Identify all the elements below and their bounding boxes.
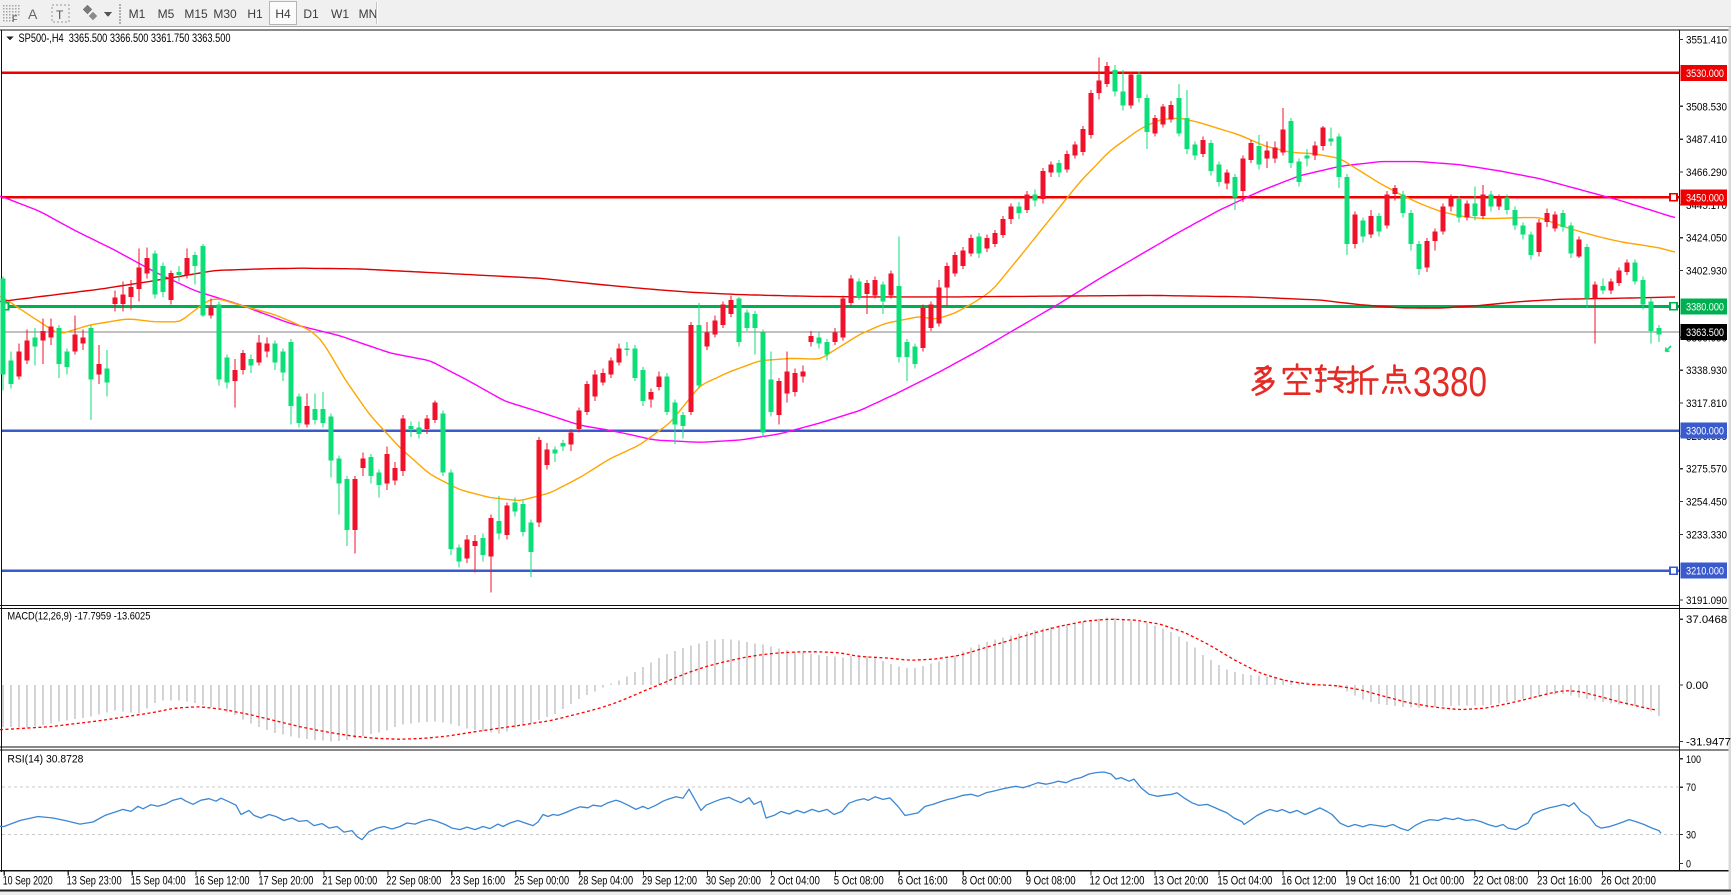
svg-text:W1: W1 xyxy=(331,7,349,21)
svg-text:12 Oct 12:00: 12 Oct 12:00 xyxy=(1090,874,1145,888)
svg-text:17 Sep 20:00: 17 Sep 20:00 xyxy=(258,874,313,888)
svg-text:3363.500: 3363.500 xyxy=(1686,327,1724,339)
svg-text:D1: D1 xyxy=(303,7,319,21)
svg-text:3317.810: 3317.810 xyxy=(1686,398,1727,410)
svg-text:3275.570: 3275.570 xyxy=(1686,464,1727,476)
svg-text:MACD(12,26,9) -17.7959 -13.602: MACD(12,26,9) -17.7959 -13.6025 xyxy=(7,611,150,623)
svg-text:13 Oct 20:00: 13 Oct 20:00 xyxy=(1153,874,1208,888)
svg-text:23 Oct 16:00: 23 Oct 16:00 xyxy=(1537,874,1592,888)
svg-text:M15: M15 xyxy=(184,7,208,21)
svg-text:3424.050: 3424.050 xyxy=(1686,233,1727,245)
svg-text:3508.530: 3508.530 xyxy=(1686,101,1727,113)
svg-text:23 Sep 16:00: 23 Sep 16:00 xyxy=(450,874,505,888)
svg-text:M5: M5 xyxy=(158,7,175,21)
svg-text:37.0468: 37.0468 xyxy=(1686,614,1727,626)
svg-text:3254.450: 3254.450 xyxy=(1686,497,1727,509)
svg-text:3551.410: 3551.410 xyxy=(1686,35,1727,47)
svg-text:M1: M1 xyxy=(129,7,146,21)
svg-text:70: 70 xyxy=(1686,782,1696,794)
svg-text:6 Oct 16:00: 6 Oct 16:00 xyxy=(898,874,948,888)
svg-text:16 Oct 12:00: 16 Oct 12:00 xyxy=(1281,874,1336,888)
svg-text:0: 0 xyxy=(1686,859,1691,871)
svg-text:21 Oct 00:00: 21 Oct 00:00 xyxy=(1409,874,1464,888)
svg-text:MN: MN xyxy=(359,7,378,21)
svg-text:10 Sep 2020: 10 Sep 2020 xyxy=(3,874,53,888)
svg-text:3530.000: 3530.000 xyxy=(1686,68,1724,80)
svg-text:3233.330: 3233.330 xyxy=(1686,529,1727,541)
svg-text:-31.9477: -31.9477 xyxy=(1686,737,1731,749)
svg-text:30 Sep 20:00: 30 Sep 20:00 xyxy=(706,874,761,888)
svg-text:13 Sep 23:00: 13 Sep 23:00 xyxy=(67,874,122,888)
svg-text:RSI(14) 30.8728: RSI(14) 30.8728 xyxy=(7,754,83,766)
svg-text:3450.000: 3450.000 xyxy=(1686,192,1724,204)
svg-text:26 Oct 20:00: 26 Oct 20:00 xyxy=(1601,874,1656,888)
svg-text:5 Oct 08:00: 5 Oct 08:00 xyxy=(834,874,884,888)
svg-text:H4: H4 xyxy=(275,7,291,21)
svg-text:21 Sep 00:00: 21 Sep 00:00 xyxy=(322,874,377,888)
svg-text:8 Oct 00:00: 8 Oct 00:00 xyxy=(962,874,1012,888)
svg-text:100: 100 xyxy=(1686,754,1701,766)
svg-text:SP500-,H4 3365.500 3366.500 3: SP500-,H4 3365.500 3366.500 3361.750 336… xyxy=(19,32,231,45)
svg-text:19 Oct 16:00: 19 Oct 16:00 xyxy=(1345,874,1400,888)
svg-text:A: A xyxy=(28,6,38,22)
svg-text:29 Sep 12:00: 29 Sep 12:00 xyxy=(642,874,697,888)
svg-text:9 Oct 08:00: 9 Oct 08:00 xyxy=(1026,874,1076,888)
svg-text:15 Sep 04:00: 15 Sep 04:00 xyxy=(131,874,186,888)
svg-text:2 Oct 04:00: 2 Oct 04:00 xyxy=(770,874,820,888)
svg-text:F: F xyxy=(12,14,18,24)
svg-text:H1: H1 xyxy=(247,7,263,21)
svg-text:3380: 3380 xyxy=(1413,358,1487,405)
svg-text:3380.000: 3380.000 xyxy=(1686,301,1724,313)
svg-text:3487.410: 3487.410 xyxy=(1686,134,1727,146)
svg-text:3338.930: 3338.930 xyxy=(1686,365,1727,377)
svg-text:3191.090: 3191.090 xyxy=(1686,595,1727,607)
svg-text:M30: M30 xyxy=(213,7,237,21)
svg-text:22 Sep 08:00: 22 Sep 08:00 xyxy=(386,874,441,888)
svg-text:28 Sep 04:00: 28 Sep 04:00 xyxy=(578,874,633,888)
svg-text:3300.000: 3300.000 xyxy=(1686,426,1724,438)
svg-text:0.00: 0.00 xyxy=(1686,680,1708,692)
svg-text:15 Oct 04:00: 15 Oct 04:00 xyxy=(1217,874,1272,888)
svg-text:T: T xyxy=(56,8,64,22)
svg-text:3466.290: 3466.290 xyxy=(1686,167,1727,179)
svg-text:16 Sep 12:00: 16 Sep 12:00 xyxy=(195,874,250,888)
svg-text:3210.000: 3210.000 xyxy=(1686,566,1724,578)
svg-text:3402.930: 3402.930 xyxy=(1686,266,1727,278)
svg-text:25 Sep 00:00: 25 Sep 00:00 xyxy=(514,874,569,888)
svg-text:30: 30 xyxy=(1686,830,1696,842)
svg-text:22 Oct 08:00: 22 Oct 08:00 xyxy=(1473,874,1528,888)
